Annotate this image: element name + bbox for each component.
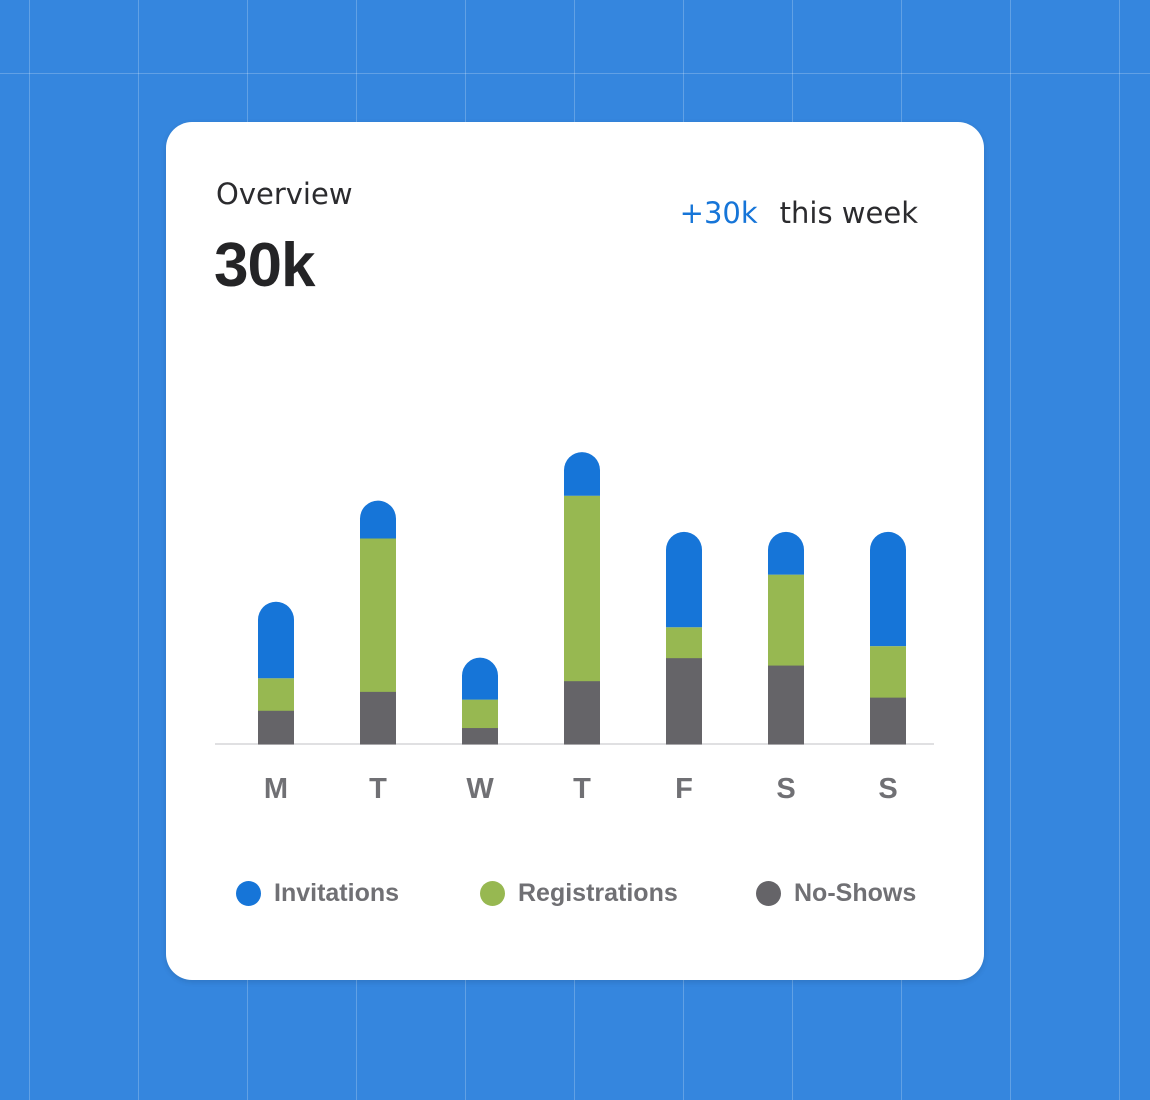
bar-segment-registrations-5: [666, 627, 702, 659]
bar-segment-no-shows-4: [564, 680, 600, 745]
legend-swatch-invitations: [236, 880, 261, 906]
total-value: 30k: [214, 231, 315, 300]
bar-segment-registrations-1: [258, 678, 294, 711]
legend-item-invitations: Invitations: [236, 878, 399, 908]
delta-period: this week: [779, 196, 918, 230]
bar-segment-no-shows-6: [768, 665, 804, 745]
legend-swatch-no-shows: [756, 880, 781, 906]
bar-segment-registrations-7: [870, 646, 906, 698]
bar-segment-registrations-3: [462, 699, 498, 729]
bars-layer: [258, 452, 906, 745]
card-title: Overview: [216, 177, 353, 211]
bar-segment-registrations-6: [768, 574, 804, 666]
bar-segment-registrations-2: [360, 538, 396, 692]
bar-segment-invitations-6: [768, 531, 804, 575]
legend-label-no-shows: No-Shows: [794, 878, 917, 907]
overview-card: Overview 30k +30k this week M T W T F S S Invit…: [166, 122, 984, 980]
legend-swatch-registrations: [480, 880, 505, 906]
bar-segment-no-shows-1: [258, 710, 294, 745]
legend-label-invitations: Invitations: [274, 878, 400, 907]
x-tick-label-7: S: [878, 773, 897, 805]
x-tick-label-2: T: [369, 773, 387, 805]
legend-item-registrations: Registrations: [480, 878, 678, 908]
bar-segment-invitations-5: [666, 531, 702, 628]
bar-segment-registrations-4: [564, 495, 600, 682]
legend-item-no-shows: No-Shows: [756, 878, 916, 908]
bar-segment-no-shows-2: [360, 691, 396, 745]
bar-segment-no-shows-5: [666, 657, 702, 745]
bar-segment-invitations-7: [870, 531, 906, 647]
bar-segment-invitations-4: [564, 452, 600, 496]
x-tick-label-5: F: [675, 773, 693, 805]
x-tick-label-1: M: [264, 773, 288, 805]
bar-segment-invitations-1: [258, 601, 294, 679]
chart-legend: Invitations Registrations No-Shows: [166, 878, 984, 908]
bar-segment-invitations-2: [360, 500, 396, 539]
legend-label-registrations: Registrations: [518, 878, 678, 907]
x-tick-label-6: S: [776, 773, 795, 805]
x-tick-label-3: W: [466, 773, 494, 805]
bar-segment-no-shows-7: [870, 697, 906, 745]
bar-segment-invitations-3: [462, 657, 498, 700]
delta-value: +30k: [679, 196, 758, 230]
x-tick-label-4: T: [573, 773, 591, 805]
bar-segment-no-shows-3: [462, 727, 498, 745]
weekly-delta: +30k this week: [680, 196, 918, 230]
